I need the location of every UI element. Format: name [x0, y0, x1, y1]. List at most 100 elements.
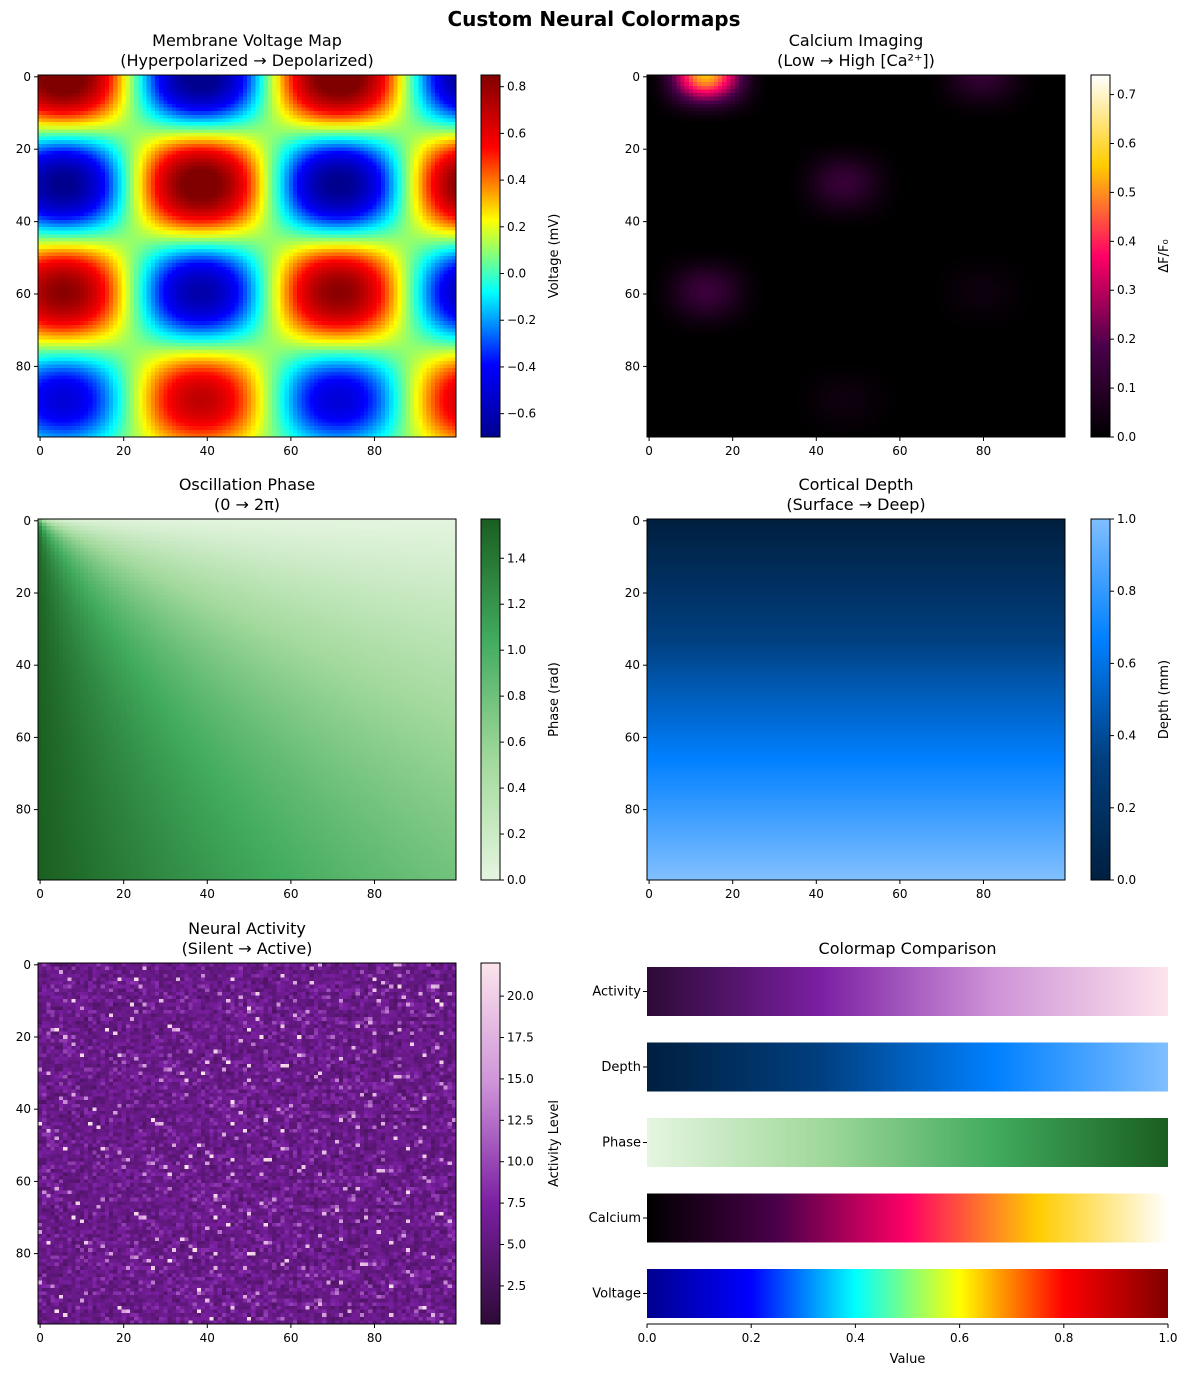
- y-tick-label: 40: [16, 215, 31, 229]
- figure-title: Custom Neural Colormaps: [447, 7, 740, 31]
- y-tick-label: 40: [16, 1102, 31, 1116]
- colorbar-frame: [1090, 518, 1111, 881]
- x-tick-label: 1.0: [1158, 1331, 1177, 1345]
- colormap-strip-voltage: [647, 1269, 1168, 1318]
- x-tick-label: 20: [116, 1331, 131, 1345]
- colorbar-tick-label: 0.4: [507, 781, 526, 795]
- y-tick-label: 80: [16, 359, 31, 373]
- colorbar-tick-label: −0.6: [507, 407, 536, 421]
- axes-frame: [646, 74, 1066, 438]
- y-tick-label: 60: [16, 287, 31, 301]
- y-tick-label: 0: [23, 514, 31, 528]
- colorbar-tick-label: 0.1: [1117, 381, 1136, 395]
- colorbar-tick-label: 0.0: [1117, 873, 1136, 887]
- panel-title: Colormap Comparison: [819, 939, 997, 958]
- panels: Membrane Voltage Map (Hyperpolarized → De…: [16, 31, 1178, 1367]
- x-tick-label: 80: [976, 444, 991, 458]
- heatmap-image: [647, 519, 1065, 880]
- y-tick-label: 20: [625, 586, 640, 600]
- heatmap-image: [38, 963, 456, 1324]
- colorbar-tick-label: 1.0: [1117, 512, 1136, 526]
- colorbar-label: Phase (rad): [547, 662, 562, 737]
- x-tick-label: 20: [725, 887, 740, 901]
- colormap-strip-depth: [647, 1042, 1168, 1092]
- y-tick-label: 40: [625, 658, 640, 672]
- colormap-strip-calcium: [647, 1193, 1168, 1243]
- colormap-strip-activity: [647, 967, 1168, 1016]
- category-label: Activity: [592, 985, 641, 1000]
- x-tick-label: 60: [283, 887, 298, 901]
- colorbar-frame: [480, 74, 501, 438]
- colorbar-tick-label: 0.2: [507, 827, 526, 841]
- x-tick-label: 40: [809, 444, 824, 458]
- colorbar-tick-label: 20.0: [507, 989, 534, 1003]
- colorbar-tick-label: 2.5: [507, 1279, 526, 1293]
- axes-frame: [646, 518, 1066, 881]
- panel-calcium: Calcium Imaging (Low → High [Ca²⁺]) 0 20 40 6…: [625, 31, 1172, 458]
- colorbar: [1091, 519, 1110, 880]
- x-tick-label: 0.8: [1054, 1331, 1073, 1345]
- x-tick-label: 20: [116, 444, 131, 458]
- x-tick-label: 80: [976, 887, 991, 901]
- x-tick-label: 0: [36, 887, 44, 901]
- colorbar-frame: [480, 518, 501, 881]
- colorbar-tick-label: 0.7: [1117, 88, 1136, 102]
- panel-activity: Neural Activity (Silent → Active) 0 20 40 60 8…: [16, 919, 562, 1345]
- colorbar: [481, 75, 500, 437]
- x-tick-label: 0: [36, 1331, 44, 1345]
- colorbar-tick-label: 0.4: [1117, 729, 1136, 743]
- x-tick-label: 0: [645, 444, 653, 458]
- x-axis-label: Value: [890, 1352, 926, 1367]
- x-tick-label: 20: [116, 887, 131, 901]
- y-tick-label: 60: [625, 730, 640, 744]
- panel-title: Calcium Imaging (Low → High [Ca²⁺]): [777, 31, 935, 70]
- category-label: Phase: [602, 1136, 641, 1151]
- category-label: Voltage: [592, 1287, 641, 1302]
- colorbar-label: Activity Level: [547, 1100, 562, 1187]
- x-tick-label: 80: [367, 444, 382, 458]
- colorbar-tick-label: 7.5: [507, 1196, 526, 1210]
- colorbar-tick-label: 1.2: [507, 597, 526, 611]
- panel-voltage: Membrane Voltage Map (Hyperpolarized → De…: [16, 31, 562, 458]
- colorbar-tick-label: 0.6: [1117, 656, 1136, 670]
- y-tick-label: 20: [16, 586, 31, 600]
- axes-frame: [37, 962, 457, 1325]
- axes-frame: [37, 74, 457, 438]
- panel-title: Neural Activity (Silent → Active): [182, 919, 313, 958]
- colorbar-label: ΔF/F₀: [1157, 239, 1172, 272]
- panel-phase: Oscillation Phase (0 → 2π) 0 20 40 60 80 0 20 40 6…: [16, 475, 562, 901]
- x-tick-label: 60: [283, 444, 298, 458]
- colorbar: [481, 519, 500, 880]
- colorbar-frame: [480, 962, 501, 1325]
- y-tick-label: 0: [23, 958, 31, 972]
- colorbar-tick-label: 1.4: [507, 551, 526, 565]
- y-tick-label: 80: [625, 359, 640, 373]
- category-label: Calcium: [589, 1211, 641, 1226]
- panel-title: Oscillation Phase (0 → 2π): [179, 475, 315, 514]
- panel-colormap-comparison: Colormap Comparison Activity Depth Phase Cal…: [589, 939, 1178, 1367]
- colorbar-tick-label: 1.0: [507, 643, 526, 657]
- x-tick-label: 40: [200, 1331, 215, 1345]
- x-tick-label: 0.4: [846, 1331, 865, 1345]
- colorbar-tick-label: 0.2: [1117, 332, 1136, 346]
- colorbar-frame: [1090, 74, 1111, 438]
- colorbar-tick-label: 5.0: [507, 1238, 526, 1252]
- panel-depth: Cortical Depth (Surface → Deep) 0 20 40 60 80 0…: [625, 475, 1172, 901]
- colorbar-tick-label: 0.4: [507, 173, 526, 187]
- colormap-strip-phase: [647, 1118, 1168, 1167]
- colorbar-label: Voltage (mV): [547, 214, 562, 299]
- y-tick-label: 0: [632, 70, 640, 84]
- colorbar-tick-label: 0.8: [507, 80, 526, 94]
- x-tick-label: 80: [367, 1331, 382, 1345]
- colorbar-tick-label: 0.8: [1117, 584, 1136, 598]
- y-tick-label: 0: [632, 514, 640, 528]
- x-tick-label: 0: [645, 887, 653, 901]
- x-tick-label: 0.0: [637, 1331, 656, 1345]
- panel-title: Cortical Depth (Surface → Deep): [786, 475, 925, 514]
- y-tick-label: 40: [16, 658, 31, 672]
- colorbar-tick-label: −0.4: [507, 360, 536, 374]
- y-tick-label: 0: [23, 70, 31, 84]
- axes-frame: [37, 518, 457, 881]
- category-label: Depth: [601, 1060, 641, 1075]
